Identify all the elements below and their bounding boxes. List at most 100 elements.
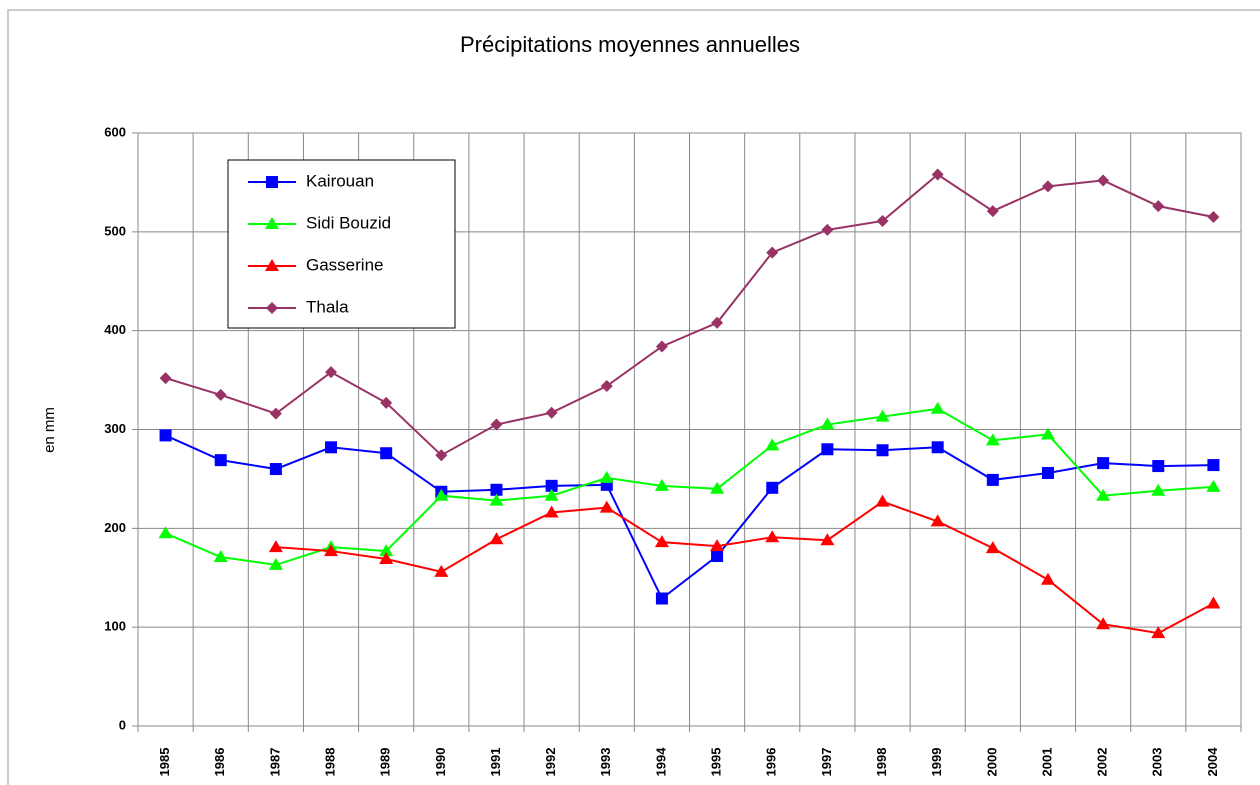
marker [1041,466,1054,479]
marker [434,564,449,577]
marker [544,505,559,518]
x-tick-label: 1991 [488,748,503,777]
marker [544,488,559,501]
marker [1207,211,1220,224]
marker [324,544,339,557]
marker [1206,479,1221,492]
y-tick-label: 0 [119,717,126,732]
marker [325,366,338,379]
x-tick-label: 1998 [874,748,889,777]
x-tick-label: 1987 [267,748,282,777]
marker [269,463,282,476]
marker [265,259,279,271]
marker [875,409,890,422]
marker [1207,459,1220,472]
marker [159,429,172,442]
marker [931,168,944,181]
marker [711,316,724,329]
x-tick-label: 1989 [378,748,393,777]
marker [265,217,279,229]
y-tick-label: 400 [104,322,126,337]
marker [986,205,999,218]
marker [214,388,227,401]
x-tick-label: 1985 [157,748,172,777]
marker [490,418,503,431]
marker [380,447,393,460]
marker [875,494,890,507]
marker [1097,174,1110,187]
marker [379,551,394,564]
marker [986,473,999,486]
marker [266,176,278,188]
marker [599,500,614,513]
marker [821,223,834,236]
y-tick-label: 100 [104,619,126,634]
marker [268,557,283,570]
marker [1152,460,1165,473]
marker [599,470,614,483]
marker [380,396,393,409]
marker [710,481,725,494]
x-tick-label: 1986 [212,748,227,777]
marker [490,483,503,496]
marker [489,532,504,545]
marker [655,340,668,353]
marker [710,539,725,552]
x-tick-label: 2000 [984,748,999,777]
x-tick-label: 1999 [929,748,944,777]
marker [766,481,779,494]
marker [766,246,779,259]
x-tick-label: 2004 [1205,747,1220,777]
marker [1152,200,1165,213]
marker [655,592,668,605]
marker [214,454,227,467]
marker [654,535,669,548]
marker [985,433,1000,446]
marker [1097,457,1110,470]
marker [821,443,834,456]
y-tick-label: 300 [104,421,126,436]
marker [545,479,558,492]
y-tick-label: 600 [104,124,126,139]
marker [268,540,283,553]
marker [435,449,448,462]
chart-title: Précipitations moyennes annuelles [460,32,800,57]
y-tick-label: 500 [104,223,126,238]
marker [876,214,889,227]
x-tick-label: 2003 [1150,748,1165,777]
legend-box [227,159,456,329]
marker [1151,626,1166,639]
x-tick-label: 2001 [1039,748,1054,777]
marker [930,401,945,414]
marker [269,407,282,420]
frame [7,9,1260,785]
x-tick-label: 1990 [433,748,448,777]
legend-label: Thala [306,297,349,316]
y-tick-label: 200 [104,520,126,535]
x-tick-label: 1994 [653,747,668,777]
marker [1040,572,1055,585]
series-line [165,407,1214,566]
x-tick-label: 2002 [1095,748,1110,777]
marker [545,406,558,419]
marker [1206,596,1221,609]
marker [489,493,504,506]
marker [266,302,278,314]
marker [1151,483,1166,496]
marker [213,549,228,562]
legend-label: Gasserine [306,255,383,274]
x-tick-label: 1997 [819,748,834,777]
marker [600,380,613,393]
legend-label: Sidi Bouzid [306,213,391,232]
marker [930,514,945,527]
marker [765,530,780,543]
marker [158,526,173,539]
marker [820,533,835,546]
x-tick-label: 1995 [709,748,724,777]
x-tick-label: 1993 [598,748,613,777]
marker [1041,180,1054,193]
marker [434,488,449,501]
series-line [165,173,1214,457]
marker [1096,617,1111,630]
